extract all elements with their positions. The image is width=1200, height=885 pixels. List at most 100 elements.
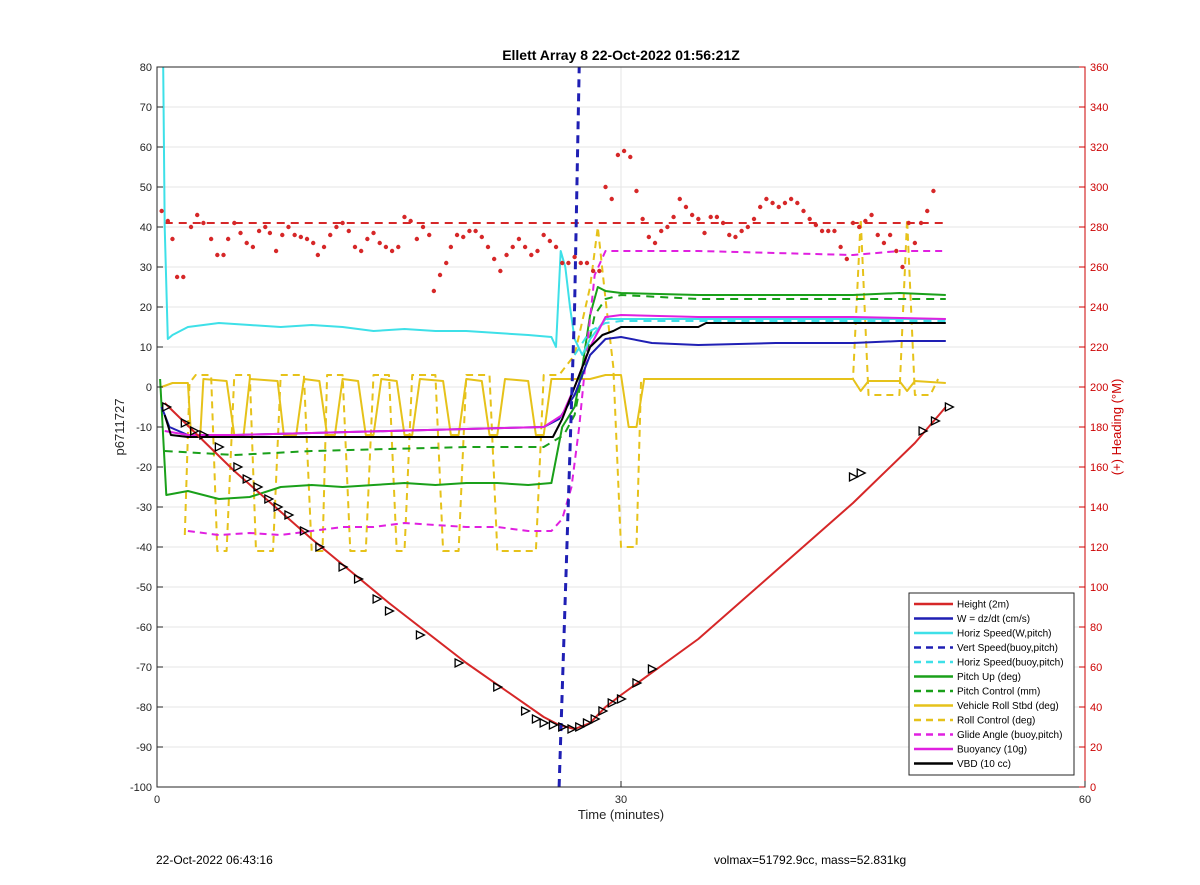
height-marker: [242, 473, 253, 485]
legend-label: Pitch Control (mm): [957, 687, 1040, 698]
heading-point: [925, 208, 930, 214]
heading-point: [165, 218, 171, 224]
y-axis-label: p6711727: [112, 399, 127, 456]
height-marker: [315, 541, 326, 553]
footer-info: volmax=51792.9cc, mass=52.831kg: [714, 853, 907, 867]
heading-point: [578, 260, 583, 266]
heading-point: [444, 260, 449, 266]
heading-point: [498, 268, 503, 274]
heading-point: [560, 260, 565, 266]
heading-point: [887, 232, 893, 238]
heading-point: [232, 220, 237, 226]
heading-point: [900, 264, 905, 270]
heading-point: [788, 196, 794, 202]
y-tick-label: -10: [136, 422, 152, 434]
height-marker: [848, 471, 859, 483]
y2-tick-label: 60: [1090, 662, 1102, 674]
heading-point: [535, 248, 540, 254]
heading-point: [689, 212, 695, 218]
height-marker: [353, 573, 365, 585]
height-marker: [454, 657, 465, 669]
heading-point: [912, 240, 918, 246]
heading-point: [414, 236, 420, 242]
series-line-horiz-speed-w-pitch: [162, 66, 946, 356]
heading-point: [597, 268, 602, 274]
heading-point: [708, 214, 713, 220]
heading-point: [918, 220, 924, 226]
legend-label: W = dz/dt (cm/s): [957, 614, 1030, 625]
heading-point: [304, 236, 310, 242]
heading-point: [572, 254, 577, 260]
y-tick-label: -80: [136, 702, 152, 714]
heading-point: [298, 234, 304, 240]
heading-point: [720, 220, 726, 226]
heading-point: [448, 244, 454, 250]
height-marker: [384, 605, 395, 617]
heading-point: [770, 200, 775, 206]
heading-point: [659, 228, 664, 234]
x-tick-label: 0: [154, 794, 160, 806]
heading-point: [856, 224, 862, 230]
height-marker: [647, 663, 658, 675]
heading-point: [383, 244, 389, 250]
y2-tick-label: 80: [1090, 622, 1102, 634]
height-marker: [856, 467, 867, 479]
legend-label: Vert Speed(buoy,pitch): [957, 643, 1058, 654]
height-marker: [944, 401, 955, 413]
y-tick-label: -70: [136, 662, 152, 674]
x-axis-label: Time (minutes): [578, 807, 664, 822]
y2-tick-label: 0: [1090, 782, 1096, 794]
heading-point: [665, 224, 670, 230]
heading-point: [832, 228, 837, 234]
heading-point: [467, 228, 472, 234]
height-marker: [189, 425, 201, 437]
y-tick-label: -30: [136, 502, 152, 514]
height-marker: [567, 723, 578, 735]
heading-point: [782, 200, 788, 206]
heading-point: [640, 216, 645, 222]
y-tick-label: 50: [140, 182, 152, 194]
y-tick-label: 30: [140, 262, 152, 274]
heading-point: [603, 184, 608, 190]
heading-point: [238, 230, 243, 236]
height-marker: [372, 593, 383, 605]
heading-point: [590, 268, 596, 274]
series-line-roll-control-deg: [183, 218, 939, 552]
y2-tick-label: 340: [1090, 102, 1108, 114]
heading-point: [315, 252, 321, 258]
heading-point: [181, 274, 186, 280]
heading-point: [906, 220, 911, 226]
y-tick-label: 40: [140, 222, 152, 234]
heading-point: [504, 252, 509, 258]
height-marker: [338, 561, 349, 573]
heading-point: [352, 244, 358, 250]
heading-point: [838, 244, 843, 250]
y-tick-label: 80: [140, 62, 152, 74]
height-marker: [264, 493, 275, 505]
series-line-glide-angle-buoy-pitch: [187, 250, 946, 536]
heading-point: [819, 228, 825, 234]
height-marker: [548, 719, 559, 731]
height-marker: [607, 697, 618, 709]
height-marker: [520, 705, 532, 717]
y2-axis-label: (+) Heading (°M): [1109, 379, 1124, 476]
heading-point: [881, 240, 887, 246]
heading-point: [671, 214, 676, 220]
series-line-vbd-10-cc: [163, 322, 946, 438]
y2-tick-label: 240: [1090, 302, 1108, 314]
heading-point: [826, 228, 831, 234]
heading-point: [473, 228, 478, 234]
heading-point: [634, 188, 639, 194]
heading-point: [553, 244, 559, 250]
heading-point: [869, 212, 874, 218]
heading-point: [541, 232, 546, 238]
heading-point: [292, 232, 297, 238]
y-tick-label: -60: [136, 622, 152, 634]
height-marker: [180, 417, 191, 429]
heading-point: [273, 248, 279, 254]
footer-timestamp: 22-Oct-2022 06:43:16: [156, 853, 273, 867]
y2-tick-label: 180: [1090, 422, 1108, 434]
height-marker: [531, 713, 542, 725]
heading-point: [652, 240, 658, 246]
